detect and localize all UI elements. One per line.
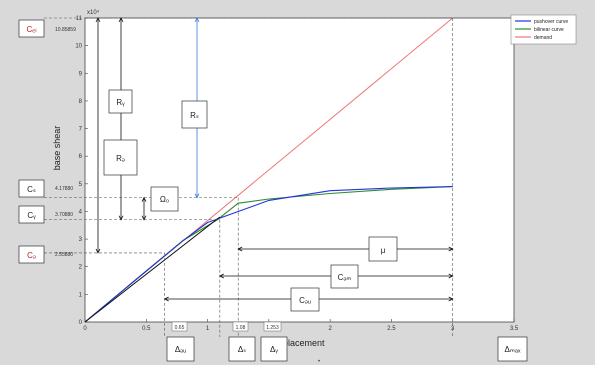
c-d-value: 2.55880 [55,252,73,258]
delta-y-label: Δᵧ [270,345,278,354]
r-y-arrow-head-bottom [95,248,101,254]
y-exponent-label: x10⁴ [87,9,100,16]
pushover-curve [84,186,453,323]
c-dm-label: Cₔₘ [338,273,352,282]
omega-arrow-head-top [141,196,147,202]
mu-box [368,236,398,262]
r-d-arrow-head-bottom [118,215,124,221]
c-el-value: 10.85859 [55,27,76,33]
delta-s-value: 1.08 [236,325,246,331]
delta-du-label: Δₔᵤ [175,345,186,354]
delta-y-value: 1.253 [266,325,279,331]
c-s-box [18,179,45,198]
c-y-value: 3.70880 [55,212,73,218]
c-s-label: Cₛ [27,185,36,194]
x-tick-label: 2.5 [387,326,396,332]
x-value-tags: 0.65 1.08 1.253 [171,321,282,332]
c-dm-box [330,264,359,289]
legend-label-demand: demand [534,35,552,41]
legend-label-bilinear: bilinear curve [534,27,564,33]
delta-y-box [260,336,288,362]
y-tick-label: 4 [79,209,83,215]
c-dm-arrow-head-left [218,273,225,279]
guide-lines [44,17,454,337]
r-d-label: Rₔ [116,154,125,163]
plot-area [84,17,515,323]
c-du-label: Cₔᵤ [299,296,311,305]
y-tick-label: 2 [79,265,83,271]
c-el-box [18,19,45,38]
omega-label: Ω₀ [160,195,169,204]
r-s-arrow-head-bottom [194,193,200,199]
delta-max-box [497,336,528,362]
x-axis-label: displacement [271,338,325,348]
delta-y-value-box [263,321,282,332]
y-tick-label: 3 [79,237,83,243]
r-boxes: Rᵧ Rₔ Rₛ Ω₀ [103,89,208,212]
delta-du-box [166,336,195,362]
delta-du-value: 0.65 [175,325,185,331]
c-d-box [18,245,45,264]
y-tick-label: 0 [79,320,83,326]
y-tick-label: 5 [79,182,83,188]
c-d-label: Cₔ [27,251,36,260]
delta-s-label: Δₛ [238,345,246,354]
legend: pushover curve bilinear curve demand [510,14,577,45]
y-tick-label: 8 [79,99,83,105]
r-y-box [108,89,133,114]
x-tick-label: 3 [451,326,455,332]
c-y-label: Cᵧ [27,211,36,220]
r-s-arrow-head-top [194,17,200,23]
r-d-box [103,139,138,176]
x-tick-label: 0.5 [142,326,151,332]
y-tick-label: 10 [75,44,82,50]
y-value-tags: 10.85859 4.17880 3.70880 2.55880 [55,27,76,258]
y-tick-label: 6 [79,154,83,160]
r-d-arrow-head-top [118,17,124,23]
y-tick-label: 7 [79,127,83,133]
r-s-box [181,100,208,129]
mu-label: μ [381,246,386,255]
y-axis-label: base shear [52,126,62,171]
r-y-label: Rᵧ [116,98,125,107]
delta-s-box [228,336,256,362]
c-du-arrow-head-left [163,296,169,302]
c-y-box [18,205,45,224]
omega-arrow-head-bottom [141,215,147,221]
c-label-boxes: Cₑₗ Cₛ Cᵧ Cₔ [18,19,45,264]
curves-layer [84,17,454,323]
x-tick-label: 1 [206,326,210,332]
c-du-box [290,287,320,312]
delta-du-value-box [171,321,188,332]
ductility-boxes: μ Cₔₘ Cₔᵤ [290,236,398,312]
r-s-label: Rₛ [190,111,199,120]
initial-stiffness-line [84,216,221,323]
delta-boxes: Δₔᵤ Δₛ Δᵧ Δₘₐₓ [166,336,528,362]
footer-mark: • [318,359,320,365]
r-y-arrow-head-top [95,17,101,23]
c-du-arrow-head-right [448,296,454,302]
y-tick-label: 11 [76,16,83,22]
y-tick-label: 1 [79,292,83,298]
x-tick-label: 2 [328,326,332,332]
x-tick-label: 3.5 [510,326,519,332]
mu-arrow-head-right [448,246,454,252]
c-el-label: Cₑₗ [26,25,36,34]
bilinear-curve [84,186,453,323]
mu-arrow-head-left [237,246,243,252]
y-tick-label: 9 [79,71,83,77]
delta-max-label: Δₘₐₓ [505,345,521,354]
delta-s-value-box [232,321,249,332]
c-s-value: 4.17880 [55,186,73,192]
c-dm-arrow-head-right [448,273,454,279]
x-tick-label: 0 [83,326,87,332]
omega-box [150,186,179,212]
legend-label-pushover: pushover curve [534,19,568,25]
